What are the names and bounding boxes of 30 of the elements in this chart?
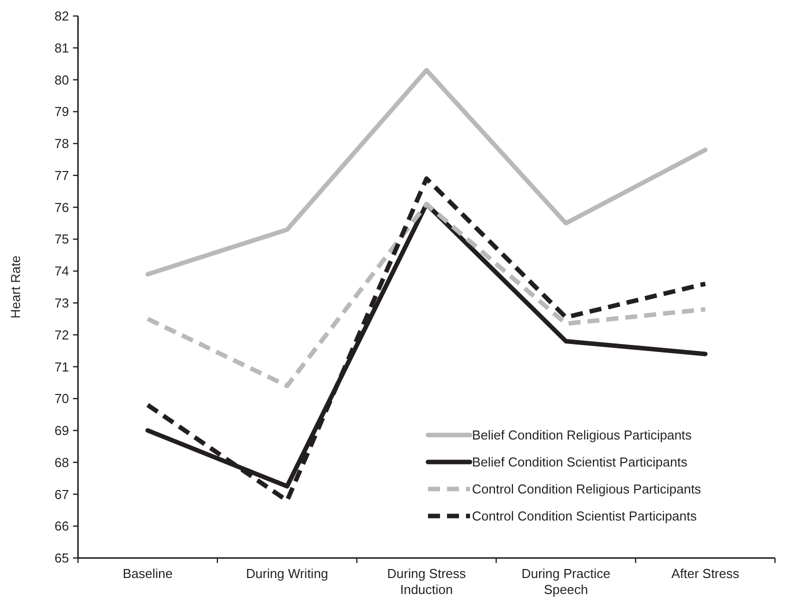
legend-label: Control Condition Religious Participants [472,482,702,497]
x-tick-label: During Writing [246,566,328,581]
y-tick-label: 76 [54,200,69,215]
legend-label: Belief Condition Scientist Participants [472,454,688,470]
y-tick-label: 67 [54,486,69,502]
x-tick-label: Baseline [122,566,173,581]
y-tick-label: 77 [54,168,69,183]
x-tick-label: During Practice Speech [521,566,610,597]
x-tick-label: After Stress [671,566,740,581]
y-tick-label: 65 [54,550,69,566]
y-tick-label: 69 [54,423,69,438]
y-tick-label: 68 [54,454,69,470]
line-series [145,68,708,276]
legend-label: Control Condition Scientist Participants [472,508,698,524]
legend-label: Belief Condition Religious Participants [472,428,692,443]
y-tick-label: 70 [54,391,69,406]
line-series [145,202,708,388]
y-tick-label: 73 [54,295,69,310]
y-tick-label: 74 [54,264,69,279]
y-tick-label: 75 [54,232,69,247]
y-tick-label: 71 [54,359,69,374]
y-tick-label: 80 [54,72,69,88]
y-tick-label: 79 [54,104,69,120]
y-axis-title: Heart Rate [8,256,23,318]
y-tick-label: 72 [54,327,69,342]
y-tick-label: 66 [54,518,69,534]
x-tick-label: During Stress Induction [387,566,466,597]
y-tick-label: 81 [54,40,69,56]
y-tick-label: 82 [54,8,69,24]
y-tick-label: 78 [54,136,69,152]
